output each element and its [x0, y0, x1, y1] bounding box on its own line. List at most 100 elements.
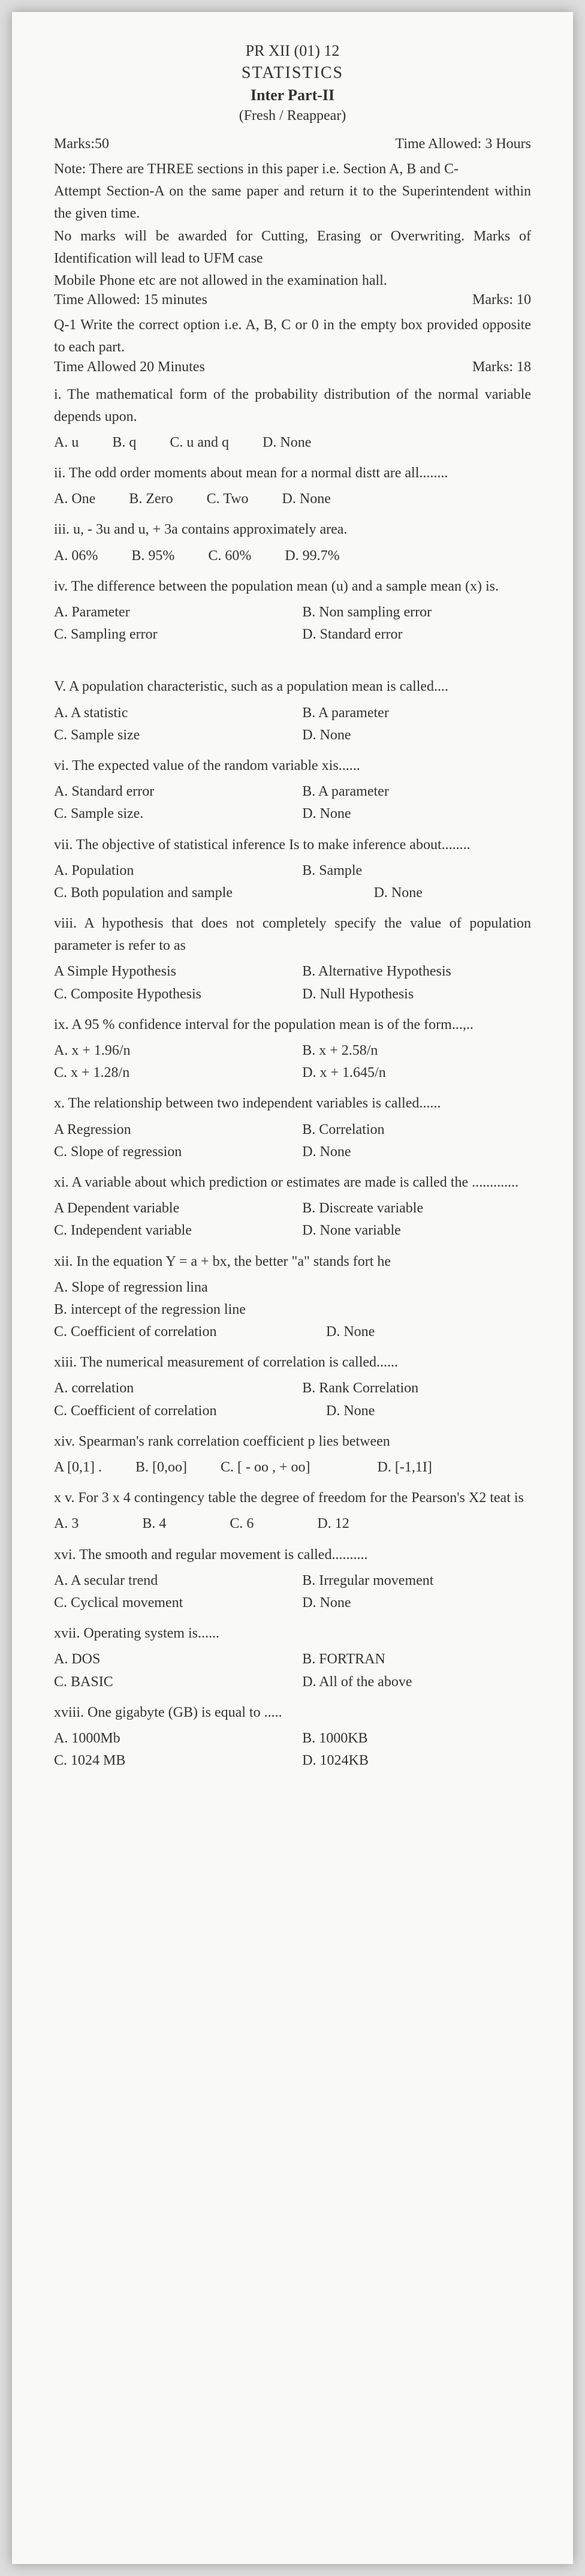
question-ix-text: ix. A 95 % confidence interval for the p… — [54, 1014, 531, 1036]
opt-c: C. Sample size. — [54, 803, 269, 825]
question-vi: vi. The expected value of the random var… — [54, 755, 531, 826]
opt-c: C. Two — [207, 488, 249, 510]
opt-d: D. None — [302, 803, 351, 825]
opt-d: D. All of the above — [302, 1671, 412, 1693]
paper-code: PR XII (01) 12 — [54, 42, 531, 60]
opt-a: A. A statistic — [54, 702, 269, 724]
question-xviii: xviii. One gigabyte (GB) is equal to ...… — [54, 1702, 531, 1772]
question-xi-text: xi. A variable about which prediction or… — [54, 1172, 531, 1194]
question-xvii: xvii. Operating system is...... A. DOS B… — [54, 1623, 531, 1693]
opt-b: B. Irregular movement — [302, 1570, 433, 1592]
opt-b: B. Discreate variable — [302, 1197, 423, 1220]
opt-d: D. None — [374, 882, 423, 904]
opt-b: B. q — [112, 432, 136, 454]
exam-page: PR XII (01) 12 STATISTICS Inter Part-II … — [12, 12, 573, 2564]
opt-c: C. 6 — [230, 1513, 254, 1535]
question-xiv-text: xiv. Spearman's rank correlation coeffic… — [54, 1431, 531, 1453]
opt-b: B. Zero — [129, 488, 173, 510]
question-iii-opts: A. 06% B. 95% C. 60% D. 99.7% — [54, 545, 531, 567]
question-x-text: x. The relationship between two independ… — [54, 1093, 531, 1115]
opt-b: B. intercept of the regression line — [54, 1302, 246, 1317]
opt-a: A. DOS — [54, 1648, 269, 1671]
opt-d: D. None — [263, 432, 311, 454]
opt-a: A. 1000Mb — [54, 1728, 269, 1750]
opt-d: D. None — [326, 1400, 375, 1422]
question-x: x. The relationship between two independ… — [54, 1093, 531, 1163]
opt-d: D. None — [302, 1141, 351, 1163]
question-ix: ix. A 95 % confidence interval for the p… — [54, 1014, 531, 1085]
opt-c: C. 60% — [208, 545, 251, 567]
opt-d: D. 99.7% — [285, 545, 339, 567]
opt-a: A. Parameter — [54, 601, 269, 624]
question-viii-text: viii. A hypothesis that does not complet… — [54, 913, 531, 957]
opt-a: A. u — [54, 432, 79, 454]
question-viii-opts: A Simple Hypothesis B. Alternative Hypot… — [54, 961, 531, 1005]
question-vii: vii. The objective of statistical infere… — [54, 834, 531, 905]
opt-c: C. Cyclical movement — [54, 1592, 269, 1614]
opt-a: A. 06% — [54, 545, 98, 567]
question-ii: ii. The odd order moments about mean for… — [54, 462, 531, 510]
question-i-text: i. The mathematical form of the probabil… — [54, 384, 531, 428]
question-xi: xi. A variable about which prediction or… — [54, 1172, 531, 1242]
instruction-1: Attempt Section-A on the same paper and … — [54, 180, 531, 225]
paper-title: STATISTICS — [54, 64, 531, 83]
opt-c: C. u and q — [170, 432, 229, 454]
question-ix-opts: A. x + 1.96/n B. x + 2.58/n C. x + 1.28/… — [54, 1040, 531, 1084]
opt-d: D. x + 1.645/n — [302, 1062, 386, 1084]
opt-b: B. 1000KB — [302, 1728, 367, 1750]
question-iv-text: iv. The difference between the populatio… — [54, 576, 531, 598]
opt-c: C. Coefficient of correlation — [54, 1400, 292, 1422]
opt-b: B. Rank Correlation — [302, 1377, 418, 1400]
instruction-2: No marks will be awarded for Cutting, Er… — [54, 225, 531, 270]
question-xii: xii. In the equation Y = a + bx, the bet… — [54, 1251, 531, 1344]
question-xiv-opts: A [0,1] . B. [0,oo] C. [ - oo , + oo] D.… — [54, 1456, 531, 1479]
question-xviii-text: xviii. One gigabyte (GB) is equal to ...… — [54, 1702, 531, 1724]
opt-b: B. 4 — [142, 1513, 166, 1535]
section-a-row1: Time Allowed: 15 minutes Marks: 10 — [54, 292, 531, 308]
question-vii-text: vii. The objective of statistical infere… — [54, 834, 531, 856]
opt-b: B. Correlation — [302, 1119, 384, 1141]
opt-c: C. Independent variable — [54, 1220, 269, 1242]
question-xiii-opts: A. correlation B. Rank Correlation C. Co… — [54, 1377, 531, 1422]
opt-d: D. [-1,1I] — [378, 1456, 432, 1479]
opt-c: C. Composite Hypothesis — [54, 983, 269, 1006]
opt-d: D. None — [282, 488, 331, 510]
question-vii-opts: A. Population B. Sample C. Both populati… — [54, 860, 531, 904]
question-ii-text: ii. The odd order moments about mean for… — [54, 462, 531, 484]
section-a-row2: Time Allowed 20 Minutes Marks: 18 — [54, 359, 531, 375]
question-i-opts: A. u B. q C. u and q D. None — [54, 432, 531, 454]
question-i: i. The mathematical form of the probabil… — [54, 384, 531, 455]
opt-b: B. Alternative Hypothesis — [302, 961, 451, 983]
question-vi-opts: A. Standard error B. A parameter C. Samp… — [54, 781, 531, 825]
section-a-time2: Time Allowed 20 Minutes — [54, 359, 205, 375]
question-v-opts: A. A statistic B. A parameter C. Sample … — [54, 702, 531, 747]
question-xvi-text: xvi. The smooth and regular movement is … — [54, 1544, 531, 1566]
opt-d: D. 12 — [317, 1513, 349, 1535]
section-a-marks2: Marks: 18 — [472, 359, 531, 375]
question-xvi: xvi. The smooth and regular movement is … — [54, 1544, 531, 1615]
time-label: Time Allowed: 3 Hours — [396, 136, 531, 152]
opt-c: C. Sample size — [54, 724, 269, 747]
opt-a: A. One — [54, 488, 95, 510]
question-iii: iii. u, - 3u and u, + 3a contains approx… — [54, 519, 531, 567]
question-iv: iv. The difference between the populatio… — [54, 576, 531, 646]
opt-b: B. 95% — [131, 545, 174, 567]
opt-a: A [0,1] . — [54, 1456, 102, 1479]
question-xviii-opts: A. 1000Mb B. 1000KB C. 1024 MB D. 1024KB — [54, 1728, 531, 1772]
opt-a: A. correlation — [54, 1377, 269, 1400]
question-xii-opts-cd: C. Coefficient of correlation D. None — [54, 1321, 531, 1343]
question-xvi-opts: A. A secular trend B. Irregular movement… — [54, 1570, 531, 1614]
opt-d: D. Null Hypothesis — [302, 983, 414, 1006]
opt-c: C. BASIC — [54, 1671, 269, 1693]
opt-c: C. Sampling error — [54, 624, 269, 646]
paper-subtitle: Inter Part-II — [54, 86, 531, 104]
opt-c: C. Both population and sample — [54, 882, 340, 904]
opt-d: D. None variable — [302, 1220, 401, 1242]
section-a-time: Time Allowed: 15 minutes — [54, 292, 207, 308]
opt-c: C. [ - oo , + oo] — [221, 1456, 310, 1479]
question-iv-opts: A. Parameter B. Non sampling error C. Sa… — [54, 601, 531, 646]
question-iii-text: iii. u, - 3u and u, + 3a contains approx… — [54, 519, 531, 541]
question-xv: x v. For 3 x 4 contingency table the deg… — [54, 1487, 531, 1535]
opt-c: C. x + 1.28/n — [54, 1062, 269, 1084]
question-xiii: xiii. The numerical measurement of corre… — [54, 1352, 531, 1422]
